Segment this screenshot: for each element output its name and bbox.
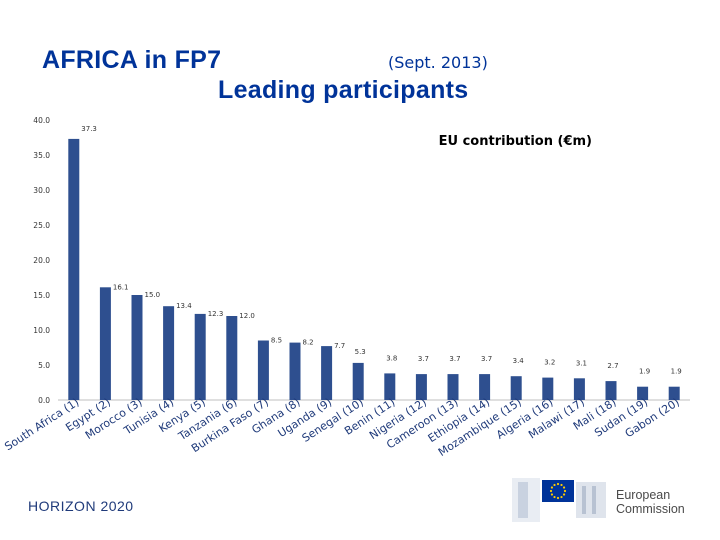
bar-value-label: 3.2 xyxy=(544,359,555,367)
ec-logo-line2: Commission xyxy=(616,502,685,516)
bar-value-label: 1.9 xyxy=(639,368,650,376)
eu-flag-icon xyxy=(512,478,606,522)
y-tick-label: 40.0 xyxy=(33,116,50,125)
bar xyxy=(384,373,396,400)
bar xyxy=(163,306,175,400)
bar xyxy=(321,346,333,400)
bar xyxy=(510,376,522,400)
date-label: (Sept. 2013) xyxy=(388,53,488,72)
eu-star-icon xyxy=(556,496,560,500)
eu-star-icon xyxy=(556,482,560,486)
bar-value-label: 7.7 xyxy=(334,342,345,350)
bar xyxy=(131,295,143,400)
bar-value-label: 3.7 xyxy=(418,355,429,363)
eu-star-icon xyxy=(563,489,567,493)
eu-star-icon xyxy=(560,495,563,499)
eu-star-icon xyxy=(553,495,556,499)
bar-value-label: 12.0 xyxy=(239,312,255,320)
bar-value-label: 3.7 xyxy=(481,355,492,363)
eu-star-icon xyxy=(549,489,553,493)
y-tick-label: 5.0 xyxy=(38,361,50,370)
bar-value-label: 3.4 xyxy=(513,357,525,365)
eu-star-icon xyxy=(553,483,556,487)
eu-star-icon xyxy=(550,486,554,489)
bar-value-label: 8.2 xyxy=(303,339,314,347)
y-tick-label: 15.0 xyxy=(33,291,50,300)
bar-value-label: 1.9 xyxy=(671,368,682,376)
bar-value-label: 3.7 xyxy=(449,355,460,363)
bar-value-label: 2.7 xyxy=(607,362,618,370)
eu-star-icon xyxy=(562,493,566,496)
bar xyxy=(573,378,585,400)
bar-value-label: 16.1 xyxy=(113,283,129,291)
eu-star-icon xyxy=(550,493,554,496)
horizon-2020-label: HORIZON 2020 xyxy=(28,498,134,514)
y-tick-label: 20.0 xyxy=(33,256,50,265)
y-tick-label: 35.0 xyxy=(33,151,50,160)
bar-value-label: 13.4 xyxy=(176,302,192,310)
ec-logo-text: European Commission xyxy=(616,488,685,516)
bar xyxy=(257,340,269,400)
bar xyxy=(542,377,554,400)
bar-value-label: 37.3 xyxy=(81,125,97,133)
bar-value-label: 3.1 xyxy=(576,359,587,367)
bar xyxy=(605,381,617,400)
eu-star-icon xyxy=(562,486,566,489)
bar xyxy=(68,138,80,400)
y-tick-label: 25.0 xyxy=(33,221,50,230)
bar xyxy=(415,374,427,400)
bar-value-label: 15.0 xyxy=(145,291,161,299)
bar-value-label: 12.3 xyxy=(208,310,224,318)
y-tick-label: 10.0 xyxy=(33,326,50,335)
european-commission-logo: European Commission xyxy=(512,478,696,522)
bar-value-label: 5.3 xyxy=(355,348,366,356)
bar xyxy=(447,374,459,400)
page-subtitle: Leading participants xyxy=(218,76,469,104)
bar xyxy=(352,362,364,400)
bar xyxy=(194,313,206,400)
ec-logo-line1: European xyxy=(616,488,671,502)
legend-text: EU contribution (€m) xyxy=(439,134,592,149)
y-tick-label: 0.0 xyxy=(38,396,50,405)
bar xyxy=(99,287,111,400)
bar xyxy=(226,316,238,400)
bar-value-label: 3.8 xyxy=(386,354,397,362)
bar xyxy=(479,374,491,400)
bar-value-label: 8.5 xyxy=(271,337,282,345)
y-tick-label: 30.0 xyxy=(33,186,50,195)
page-title: AFRICA in FP7 xyxy=(42,46,222,74)
eu-star-icon xyxy=(560,483,563,487)
bar xyxy=(637,386,649,400)
bar xyxy=(668,386,680,400)
bar xyxy=(289,342,301,400)
